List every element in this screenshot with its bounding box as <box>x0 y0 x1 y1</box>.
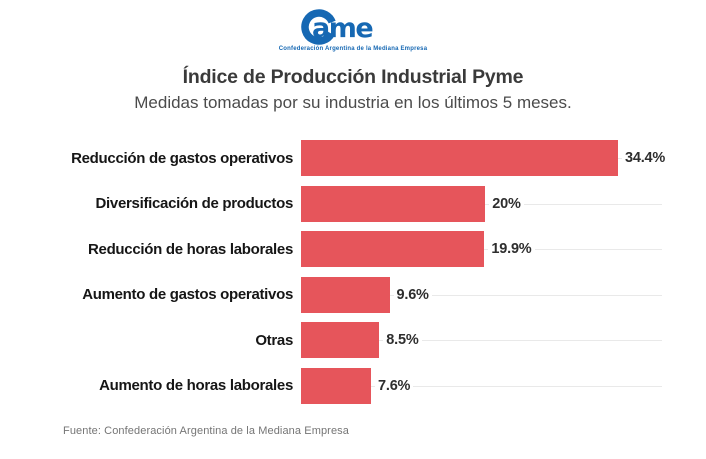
chart-row: Diversificación de productos 20% <box>0 185 706 222</box>
chart-row: Reducción de gastos operativos 34.4% <box>0 140 706 176</box>
bar-track: 8.5% <box>301 322 706 358</box>
logo-text: ame <box>312 13 372 44</box>
came-logo-icon: ame <box>301 9 374 45</box>
value-label: 7.6% <box>375 375 414 396</box>
chart-row: Reducción de horas laborales 19.9% <box>0 231 706 267</box>
bar <box>301 276 390 313</box>
value-label: 19.9% <box>488 239 535 259</box>
bar-track: 9.6% <box>301 276 706 313</box>
category-label: Aumento de horas laborales <box>99 377 293 394</box>
bar-track: 20% <box>301 185 706 222</box>
chart-title: Índice de Producción Industrial Pyme <box>182 66 524 88</box>
chart-row: Aumento de gastos operativos 9.6% <box>0 276 706 313</box>
bar <box>301 322 380 358</box>
logo-container: ame Confederación Argentina de la Median… <box>0 0 706 55</box>
bar <box>301 185 486 222</box>
logo-tagline: Confederación Argentina de la Mediana Em… <box>278 46 428 52</box>
came-logo: ame Confederación Argentina de la Median… <box>279 7 427 53</box>
chart-row: Aumento de horas laborales 7.6% <box>0 367 706 404</box>
bar-track: 7.6% <box>301 367 706 404</box>
value-label: 9.6% <box>393 284 432 305</box>
gridline <box>301 294 662 296</box>
category-label: Otras <box>255 331 293 349</box>
gridline <box>301 385 662 387</box>
bar <box>301 231 485 267</box>
chart-subtitle: Medidas tomadas por su industria en los … <box>134 93 572 112</box>
value-label: 20% <box>489 193 524 214</box>
category-label: Diversificación de productos <box>95 195 294 212</box>
value-label: 8.5% <box>383 330 422 350</box>
bar <box>301 140 618 176</box>
source-note: Fuente: Confederación Argentina de la Me… <box>63 425 349 437</box>
value-label: 34.4% <box>622 148 669 168</box>
bar-track: 34.4% <box>301 140 706 176</box>
bar-track: 19.9% <box>301 231 706 267</box>
category-label: Reducción de gastos operativos <box>71 149 293 167</box>
bar-chart: Reducción de gastos operativos 34.4% Div… <box>0 140 706 404</box>
category-label: Aumento de gastos operativos <box>82 286 293 303</box>
bar <box>301 367 371 404</box>
gridline <box>301 340 662 341</box>
category-label: Reducción de horas laborales <box>88 240 293 258</box>
chart-row: Otras 8.5% <box>0 322 706 358</box>
